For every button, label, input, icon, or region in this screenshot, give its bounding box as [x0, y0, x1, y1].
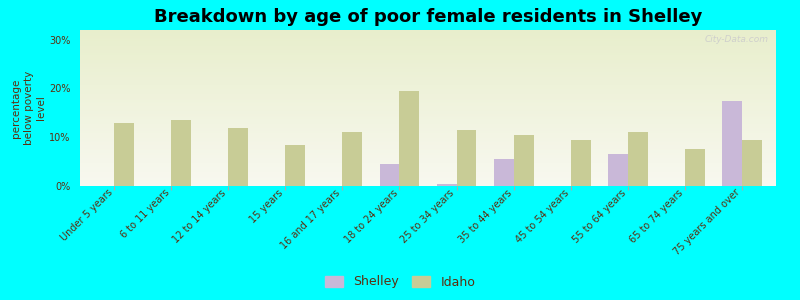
Text: 6 to 11 years: 6 to 11 years — [118, 188, 171, 240]
Text: 35 to 44 years: 35 to 44 years — [457, 188, 514, 244]
Text: 65 to 74 years: 65 to 74 years — [628, 188, 685, 244]
Bar — [171, 120, 191, 186]
Bar — [286, 145, 306, 186]
Text: Under 5 years: Under 5 years — [58, 188, 114, 243]
Text: 15 years: 15 years — [248, 188, 286, 224]
Text: 75 years and over: 75 years and over — [672, 188, 742, 257]
Bar — [342, 132, 362, 186]
Bar — [514, 135, 534, 186]
Bar — [608, 154, 628, 186]
Text: City-Data.com: City-Data.com — [705, 35, 769, 44]
Bar — [437, 184, 457, 186]
Legend: Shelley, Idaho: Shelley, Idaho — [325, 275, 475, 289]
Text: 18 to 24 years: 18 to 24 years — [342, 188, 399, 244]
Text: 45 to 54 years: 45 to 54 years — [514, 188, 570, 244]
Bar — [494, 159, 514, 186]
Y-axis label: percentage
below poverty
level: percentage below poverty level — [11, 71, 46, 145]
Bar — [628, 132, 648, 186]
Bar — [114, 123, 134, 186]
Text: 55 to 64 years: 55 to 64 years — [570, 188, 628, 244]
Text: 12 to 14 years: 12 to 14 years — [171, 188, 228, 244]
Bar — [742, 140, 762, 186]
Title: Breakdown by age of poor female residents in Shelley: Breakdown by age of poor female resident… — [154, 8, 702, 26]
Bar — [228, 128, 248, 186]
Bar — [685, 149, 705, 186]
Bar — [379, 164, 399, 186]
Bar — [570, 140, 590, 186]
Bar — [722, 101, 742, 186]
Bar — [457, 130, 477, 186]
Text: 25 to 34 years: 25 to 34 years — [399, 188, 457, 244]
Text: 16 and 17 years: 16 and 17 years — [279, 188, 342, 250]
Bar — [399, 91, 419, 186]
